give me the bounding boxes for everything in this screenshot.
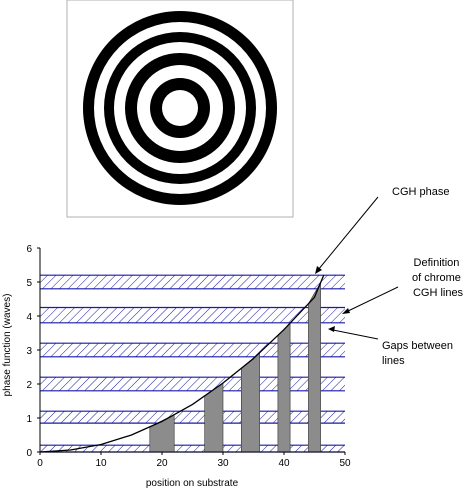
x-axis-label: position on substrate — [146, 478, 239, 489]
hatched-band — [40, 275, 345, 289]
y-tick-label: 2 — [26, 380, 32, 391]
phase-curve — [39, 274, 325, 453]
chrome-bar — [308, 281, 321, 453]
y-tick-labels: 0 1 2 3 4 5 6 — [26, 244, 40, 459]
arrow-gaps — [328, 326, 379, 340]
annotation-cgh-phase: CGH phase — [392, 186, 449, 198]
zone-plate-panel — [66, 0, 294, 218]
annotation-gaps-line: lines — [382, 355, 405, 367]
arrow-cgh-phase — [315, 196, 379, 274]
y-tick-label: 0 — [26, 448, 32, 459]
y-axis-label: phase function (waves) — [2, 294, 13, 397]
annotations: CGH phase Definition of chrome CGH lines… — [315, 186, 464, 367]
y-tick-label: 1 — [26, 414, 32, 425]
white-ring — [162, 90, 198, 126]
zone-plate-rings — [83, 11, 277, 205]
x-tick-label: 0 — [37, 458, 43, 469]
y-tick-label: 5 — [26, 278, 32, 289]
annotation-definition-line: of chrome — [412, 272, 461, 284]
x-tick-label: 40 — [278, 458, 290, 469]
x-tick-label: 50 — [339, 458, 351, 469]
chrome-bar — [277, 322, 291, 453]
annotation-definition: Definition of chrome CGH lines — [412, 257, 464, 299]
annotation-gaps-line: Gaps between — [382, 340, 453, 352]
hatched-band — [40, 411, 345, 424]
chrome-bar — [241, 352, 260, 453]
x-tick-label: 20 — [156, 458, 168, 469]
x-tick-label: 10 — [95, 458, 107, 469]
arrow-definition — [342, 286, 399, 314]
hatched-band — [40, 307, 345, 323]
phase-chart: 0 10 20 30 40 50 0 1 2 3 4 5 6 position on substrat… — [2, 244, 351, 489]
x-tick-labels: 0 10 20 30 40 50 — [37, 452, 351, 469]
y-tick-label: 4 — [26, 312, 32, 323]
hatched-band — [40, 377, 345, 391]
hatched-band — [40, 445, 345, 452]
hatched-band — [40, 343, 345, 357]
annotation-definition-line: CGH lines — [413, 287, 464, 299]
annotation-gaps: Gaps between lines — [382, 340, 456, 367]
x-tick-label: 30 — [217, 458, 229, 469]
y-tick-label: 6 — [26, 244, 32, 255]
annotation-definition-line: Definition — [414, 257, 460, 269]
y-tick-label: 3 — [26, 346, 32, 357]
hatched-bands — [40, 274, 345, 453]
